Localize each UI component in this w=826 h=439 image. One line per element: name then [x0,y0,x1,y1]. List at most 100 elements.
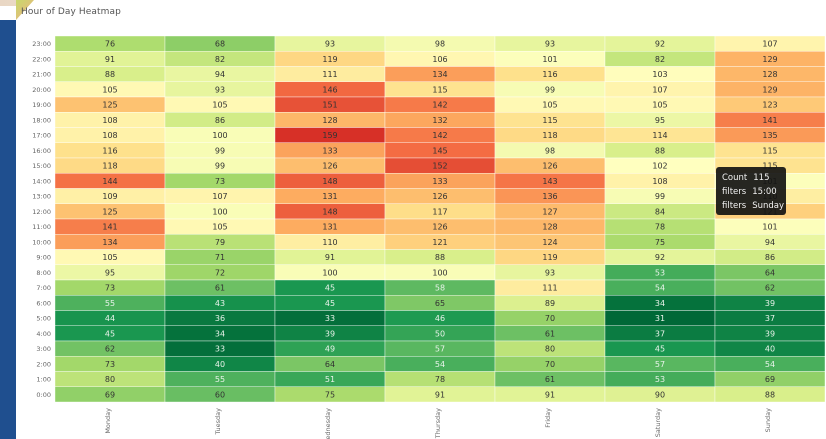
cell-value: 50 [435,329,445,338]
tooltip-value: Sunday [752,201,785,211]
cell-value: 62 [105,345,115,354]
y-axis-label: 20:00 [32,86,51,94]
y-axis-label: 11:00 [32,223,51,231]
y-axis-label: 0:00 [36,391,51,399]
cell-value: 105 [212,223,227,232]
cell-value: 61 [215,284,225,293]
cell-value: 79 [215,238,225,247]
cell-value: 98 [545,146,555,155]
cell-value: 144 [102,177,117,186]
cell-value: 55 [215,375,225,384]
heatmap-panel: Hour of Day Heatmap 76 68 93 98 93 92 107 91 82 1… [16,0,826,439]
cell-value: 129 [762,85,777,94]
y-axis-label: 3:00 [36,345,51,353]
x-axis-label: Sunday [764,408,772,432]
cell-value: 110 [322,238,337,247]
cell-value: 69 [765,375,775,384]
cell-value: 73 [215,177,225,186]
cell-value: 99 [545,85,555,94]
tooltip-value: 15:00 [752,187,777,197]
cell-value: 94 [215,70,225,79]
cell-value: 103 [652,70,667,79]
cell-value: 34 [655,299,665,308]
cell-value: 134 [432,70,447,79]
cell-value: 45 [105,329,115,338]
cell-value: 100 [322,268,337,277]
cell-value: 108 [102,116,117,125]
cell-value: 136 [542,192,557,201]
y-axis-label: 17:00 [32,132,51,140]
cell-value: 100 [212,131,227,140]
cell-value: 148 [322,177,337,186]
cell-value: 108 [102,131,117,140]
cell-value: 118 [542,131,557,140]
cell-value: 91 [435,390,445,399]
y-axis-label: 1:00 [36,376,51,384]
cell-value: 73 [105,284,115,293]
cell-value: 91 [325,253,335,262]
cell-value: 75 [655,238,665,247]
y-axis-label: 19:00 [32,101,51,109]
cell-value: 65 [435,299,445,308]
cell-value: 131 [322,192,337,201]
cell-value: 107 [212,192,227,201]
cell-value: 86 [765,253,775,262]
tooltip-key: filters [722,201,747,211]
cell-value: 100 [212,207,227,216]
left-nav-bar [0,20,16,439]
cell-value: 93 [545,268,555,277]
cell-value: 93 [545,40,555,49]
cell-value: 126 [322,162,337,171]
cell-value: 33 [215,345,225,354]
cell-value: 78 [655,223,665,232]
cell-value: 72 [215,268,225,277]
cell-value: 134 [102,238,117,247]
heatmap-chart[interactable]: 76 68 93 98 93 92 107 91 82 119 106 101 82 129 88 94 111… [16,0,826,439]
cell-value: 75 [325,390,335,399]
cell-value: 88 [765,390,775,399]
y-axis-label: 23:00 [32,40,51,48]
cell-value: 143 [542,177,557,186]
cell-value: 70 [545,360,555,369]
cell-value: 116 [102,146,117,155]
cell-value: 125 [102,101,117,110]
cell-value: 126 [432,192,447,201]
cell-value: 62 [765,284,775,293]
cell-value: 39 [325,329,335,338]
cell-value: 88 [105,70,115,79]
cell-value: 91 [105,55,115,64]
cell-value: 151 [322,101,337,110]
cell-value: 108 [652,177,667,186]
panel-title: Hour of Day Heatmap [21,7,121,17]
cell-value: 114 [652,131,667,140]
cell-value: 39 [765,299,775,308]
cell-value: 73 [105,360,115,369]
cell-value: 132 [432,116,447,125]
cell-value: 61 [545,375,555,384]
cell-value: 68 [215,40,225,49]
hover-tooltip: Count 115 filters 15:00 filters Sunday [716,167,786,215]
cell-value: 118 [102,162,117,171]
cell-value: 127 [542,207,557,216]
cell-value: 53 [655,375,665,384]
cell-value: 98 [435,40,445,49]
cell-value: 80 [545,345,555,354]
cell-value: 121 [432,238,447,247]
cell-value: 99 [215,162,225,171]
cell-value: 106 [432,55,447,64]
cell-value: 57 [655,360,665,369]
cell-value: 102 [652,162,667,171]
cell-value: 71 [215,253,225,262]
cell-value: 54 [435,360,445,369]
cell-value: 109 [102,192,117,201]
cell-value: 69 [105,390,115,399]
cell-value: 45 [655,345,665,354]
cell-value: 82 [655,55,665,64]
cell-value: 44 [105,314,115,323]
cell-value: 126 [542,162,557,171]
y-axis-label: 12:00 [32,208,51,216]
heatmap-cell[interactable] [714,386,826,403]
cell-value: 101 [542,55,557,64]
cell-value: 148 [322,207,337,216]
cell-value: 90 [655,390,665,399]
